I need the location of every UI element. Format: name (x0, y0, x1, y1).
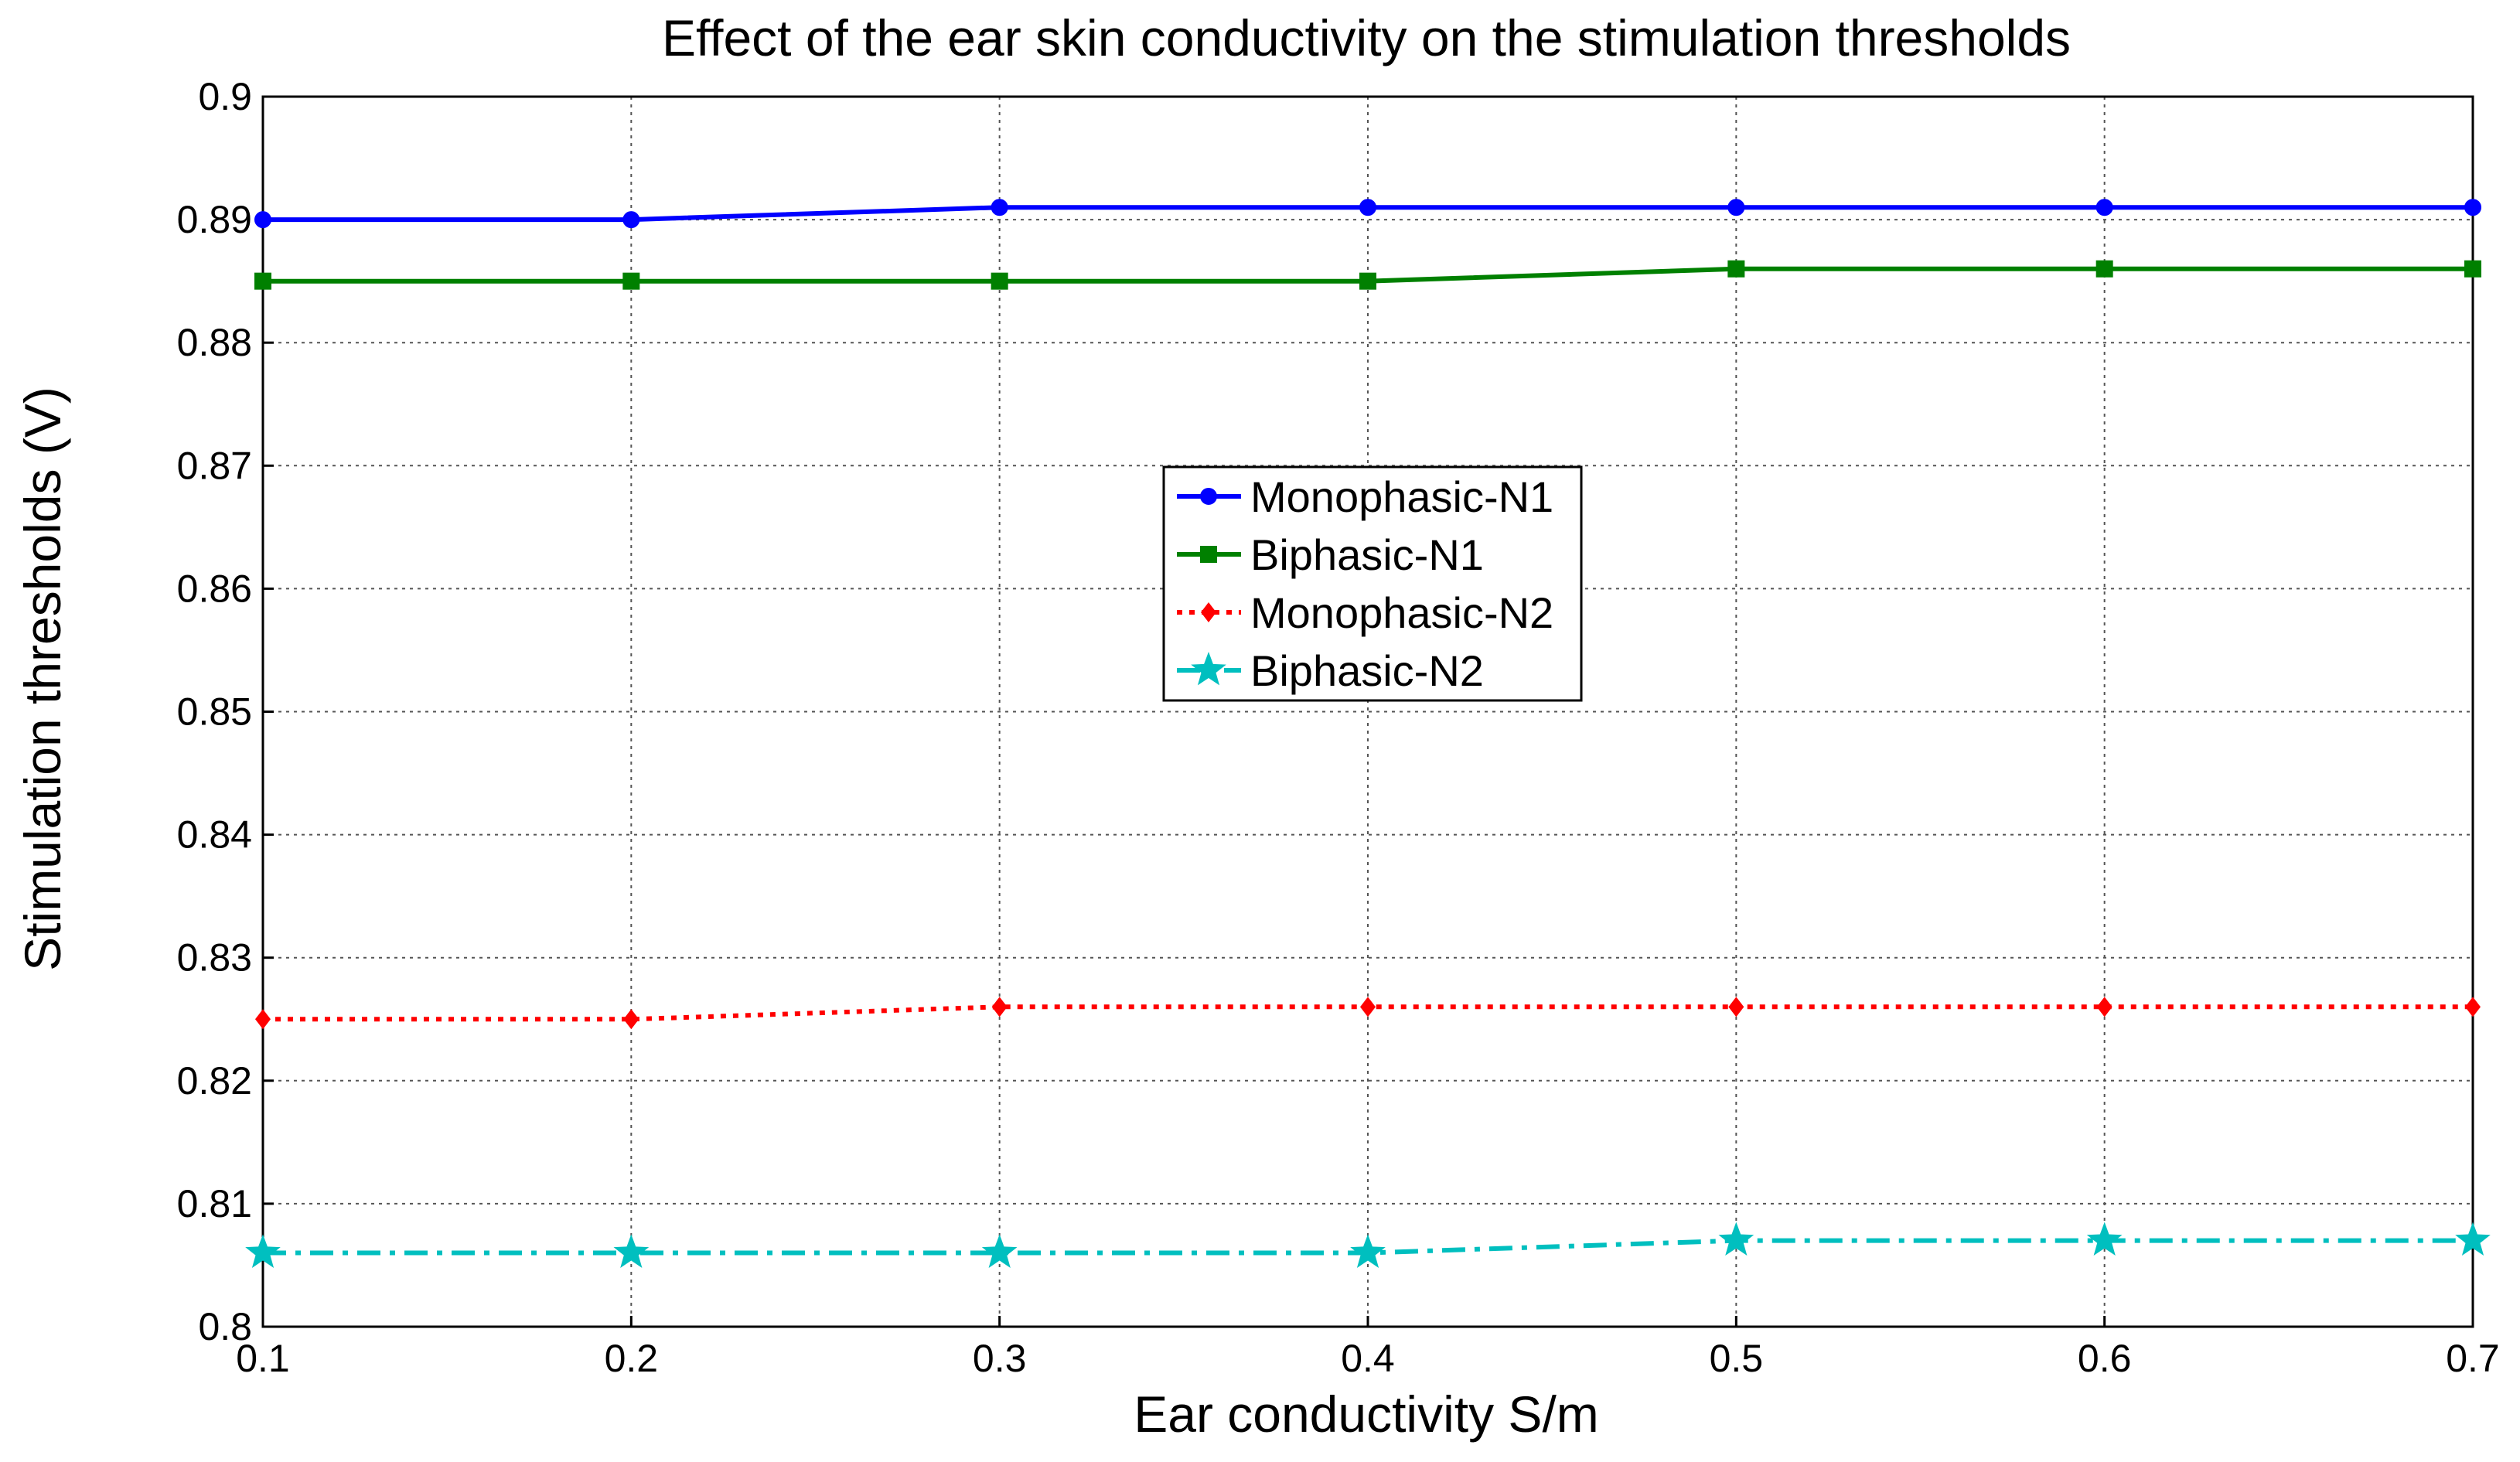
legend-swatch-marker (1201, 602, 1216, 622)
data-point (991, 997, 1008, 1017)
legend-label: Monophasic-N2 (1250, 588, 1553, 637)
data-point (1359, 199, 1376, 216)
data-point (1718, 1222, 1754, 1256)
y-tick-label: 0.86 (177, 567, 252, 610)
data-point (622, 211, 640, 229)
data-point (623, 1009, 639, 1030)
x-tick-label: 0.3 (973, 1337, 1027, 1380)
y-tick-label: 0.81 (177, 1182, 252, 1225)
series-biphasic-n2 (245, 1222, 2491, 1268)
x-tick-label: 0.1 (236, 1337, 290, 1380)
data-point (1360, 997, 1376, 1017)
y-tick-label: 0.84 (177, 813, 252, 857)
data-point (1359, 272, 1376, 290)
y-tick-label: 0.87 (177, 444, 252, 487)
legend-label: Monophasic-N1 (1250, 472, 1553, 521)
data-point (2086, 1222, 2123, 1256)
data-point (245, 1234, 281, 1268)
y-tick-label: 0.83 (177, 936, 252, 980)
data-point (2095, 260, 2113, 278)
x-tick-label: 0.4 (1341, 1337, 1395, 1380)
grid (263, 97, 2473, 1327)
y-tick-label: 0.8 (198, 1305, 252, 1348)
x-tick-label: 0.6 (2078, 1337, 2132, 1380)
y-tick-label: 0.88 (177, 321, 252, 364)
legend-swatch-marker (1191, 652, 1226, 686)
series-monophasic-n1 (254, 199, 2481, 229)
legend-swatch-marker (1200, 546, 1217, 563)
data-point (991, 272, 1008, 290)
y-axis-label: Stimulation thresholds (V) (14, 387, 71, 971)
y-tick-label: 0.82 (177, 1059, 252, 1102)
legend: Monophasic-N1 Biphasic-N1 Monophasic-N2 Bip… (1162, 465, 1583, 702)
data-point (2464, 260, 2481, 278)
data-point (1727, 199, 1745, 216)
legend-swatch-marker (1200, 488, 1217, 505)
axis-ticks: 0.1 0.2 0.3 0.4 0.5 0.6 0.7 0.8 0.81 0.82 0.83 0.84… (177, 75, 2500, 1380)
y-tick-label: 0.9 (198, 75, 252, 118)
data-point (2464, 199, 2481, 216)
x-axis-label: Ear conductivity S/m (1134, 1385, 1599, 1443)
data-point (622, 272, 640, 290)
x-tick-label: 0.2 (605, 1337, 659, 1380)
data-point (2096, 997, 2113, 1017)
series-biphasic-n1 (254, 260, 2481, 290)
data-point (2455, 1222, 2491, 1256)
y-tick-label: 0.89 (177, 198, 252, 241)
legend-label: Biphasic-N1 (1250, 530, 1484, 579)
data-point (1727, 260, 1745, 278)
y-tick-label: 0.85 (177, 690, 252, 734)
data-point (991, 199, 1008, 216)
chart-title: Effect of the ear skin conductivity on t… (662, 9, 2071, 66)
data-point (254, 211, 271, 229)
x-tick-label: 0.5 (1710, 1337, 1764, 1380)
series-monophasic-n2 (255, 997, 2481, 1030)
legend-box (1162, 465, 1583, 702)
data-point (613, 1234, 650, 1268)
x-tick-label: 0.7 (2446, 1337, 2500, 1380)
data-point (255, 1009, 271, 1030)
data-point (2095, 199, 2113, 216)
data-point (254, 272, 271, 290)
series-group (245, 199, 2491, 1268)
data-point (1728, 997, 1744, 1017)
data-point (1350, 1234, 1386, 1268)
data-point (981, 1234, 1018, 1268)
legend-label: Biphasic-N2 (1250, 646, 1484, 695)
data-point (2465, 997, 2481, 1017)
